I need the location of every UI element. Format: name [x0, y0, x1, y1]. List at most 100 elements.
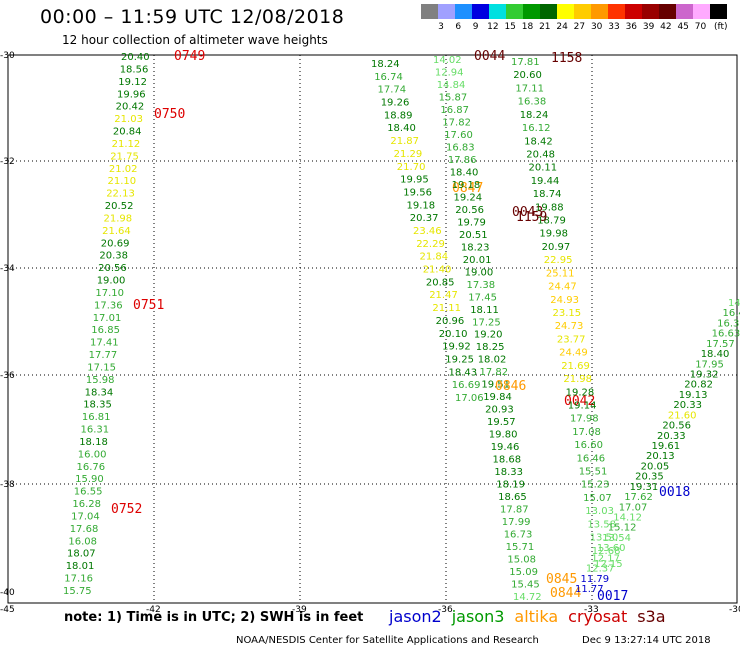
wave-height-value: 21.75: [110, 151, 139, 162]
pass-time-label: 0749: [174, 49, 205, 64]
wave-height-value: 17.62: [624, 492, 653, 503]
latitude-label: -34: [0, 264, 15, 274]
wave-height-value: 18.18: [79, 437, 108, 448]
latitude-label: -36: [0, 371, 15, 381]
wave-height-value: 19.51: [481, 380, 510, 391]
wave-height-value: 18.33: [494, 467, 523, 478]
wave-height-value: 21.29: [394, 149, 423, 160]
wave-height-value: 21.98: [104, 213, 133, 224]
wave-height-value: 17.38: [467, 280, 496, 291]
pass-time-label: 1158: [551, 51, 582, 66]
track-jason3: 17.81 20.60 17.11 16.38 18.24 16.12 18.42 20.48…: [511, 51, 623, 570]
wave-height-value: 17.68: [70, 524, 99, 535]
wave-height-value: 12.94: [435, 68, 464, 79]
wave-height-value: 15.09: [509, 567, 538, 578]
wave-height-value: 20.56: [455, 205, 484, 216]
colorbar-label: 70: [694, 22, 707, 32]
latitude-label: -40: [0, 588, 15, 598]
colorbar-label: 27: [573, 22, 586, 32]
wave-height-value: 24.93: [550, 295, 579, 306]
pass-time-label: 0847: [452, 181, 483, 196]
wave-height-value: 19.84: [483, 392, 512, 403]
colorbar-label: 33: [608, 22, 620, 32]
axis-labels: -30 -32 -34 -36 -38 -40 -45 -42 -39 -36 -33 -30: [0, 51, 740, 615]
latitude-label: -38: [0, 480, 15, 490]
wave-height-value: 18.19: [496, 480, 525, 491]
wave-height-value: 17.07: [619, 502, 648, 513]
wave-height-value: 17.45: [468, 292, 497, 303]
wave-height-value: 22.29: [416, 239, 445, 250]
pass-time-label: 0018: [659, 485, 690, 500]
wave-height-value: 20.97: [542, 242, 571, 253]
wave-height-value: 20.60: [513, 70, 542, 81]
track-jason3: 14.8916.4616.316.6317.5718.4017.9519.322…: [575, 298, 740, 595]
wave-height-value: 12.15: [594, 559, 623, 570]
pass-time-label: 0043: [512, 205, 543, 220]
wave-height-value: 21.47: [429, 290, 458, 301]
wave-height-value: 16.00: [78, 449, 107, 460]
wave-height-value: 19.61: [652, 441, 681, 452]
wave-height-value: 21.02: [109, 164, 138, 175]
wave-height-value: 18.40: [387, 123, 416, 134]
wave-height-value: 14.72: [513, 592, 542, 603]
wave-height-value: 17.86: [448, 155, 477, 166]
wave-height-value: 19.46: [491, 442, 520, 453]
wave-height-value: 20.37: [410, 213, 439, 224]
wave-height-value: 17.01: [93, 313, 122, 324]
wave-height-value: 16.85: [91, 325, 120, 336]
wave-height-value: 16.87: [440, 105, 469, 116]
colorbar-label: 42: [660, 22, 672, 32]
legend-cryosat: cryosat: [568, 607, 628, 626]
colorbar-label: 12: [487, 22, 499, 32]
wave-height-value: 17.82: [480, 367, 509, 378]
colorbar-label: 21: [539, 22, 551, 32]
wave-height-value: 20.48: [526, 150, 555, 161]
page-subtitle: 12 hour collection of altimeter wave hei…: [62, 33, 328, 47]
wave-height-value: 17.87: [500, 505, 529, 516]
wave-height-value: 18.40: [701, 349, 730, 360]
wave-height-value: 16.83: [446, 142, 475, 153]
wave-height-value: 16.63: [712, 329, 740, 340]
wave-height-value: 23.46: [413, 226, 442, 237]
wave-height-value: 19.88: [535, 202, 564, 213]
wave-height-value: 23.77: [557, 334, 586, 345]
wave-height-value: 13.50: [590, 533, 619, 544]
wave-height-value: 19.44: [531, 176, 560, 187]
wave-height-value: 18.40: [450, 167, 479, 178]
pass-time-label: 0752: [111, 502, 142, 517]
colorbar-swatch: [710, 4, 728, 19]
wave-height-value: 16.31: [81, 425, 110, 436]
wave-height-value: 16.81: [82, 412, 111, 423]
latitude-label: -30: [0, 51, 15, 61]
pass-time-label: 0844: [550, 586, 581, 601]
wave-height-value: 21.69: [561, 361, 590, 372]
longitude-label: -36: [438, 605, 453, 615]
legend-altika: altika: [514, 607, 559, 626]
wave-height-value: 19.79: [457, 217, 486, 228]
wave-height-value: 14.12: [613, 513, 642, 524]
wave-height-value: 20.69: [101, 238, 130, 249]
colorbar-label: 18: [521, 22, 534, 32]
colorbar-label: 45: [677, 22, 689, 32]
wave-height-value: 17.82: [442, 117, 471, 128]
wave-height-value: 21.03: [114, 114, 143, 125]
wave-height-value: 24.73: [555, 321, 584, 332]
wave-height-value: 20.05: [641, 461, 670, 472]
wave-height-value: 18.79: [537, 216, 566, 227]
wave-height-value: 11.77: [575, 584, 604, 595]
wave-height-value: 20.38: [99, 251, 128, 262]
wave-height-value: 13.54: [602, 533, 631, 544]
wave-height-value: 20.40: [121, 52, 150, 63]
wave-height-value: 19.92: [442, 342, 471, 353]
wave-height-value: 14.89: [728, 298, 740, 309]
wave-height-value: 15.90: [75, 474, 104, 485]
wave-height-value: 12.17: [591, 553, 620, 564]
wave-height-value: 18.74: [533, 189, 562, 200]
wave-height-value: 16.69: [452, 380, 481, 391]
legend-jason3: jason3: [451, 607, 505, 626]
colorbar-label: 3: [438, 22, 444, 32]
wave-height-value: 19.20: [474, 330, 503, 341]
